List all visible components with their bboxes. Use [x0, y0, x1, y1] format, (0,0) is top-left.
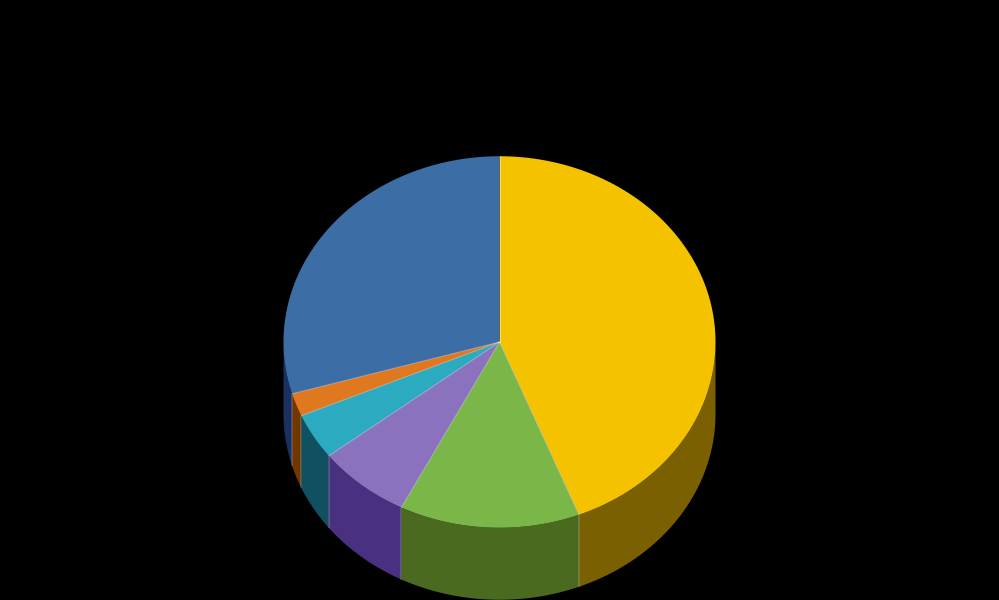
- Polygon shape: [302, 342, 500, 456]
- Polygon shape: [284, 342, 292, 466]
- Polygon shape: [302, 416, 329, 528]
- Polygon shape: [292, 394, 302, 488]
- Polygon shape: [579, 343, 715, 587]
- Polygon shape: [500, 156, 715, 515]
- Polygon shape: [329, 456, 402, 580]
- Polygon shape: [402, 508, 579, 600]
- Polygon shape: [292, 342, 500, 416]
- Polygon shape: [329, 342, 500, 508]
- Polygon shape: [284, 156, 500, 394]
- Polygon shape: [402, 342, 579, 528]
